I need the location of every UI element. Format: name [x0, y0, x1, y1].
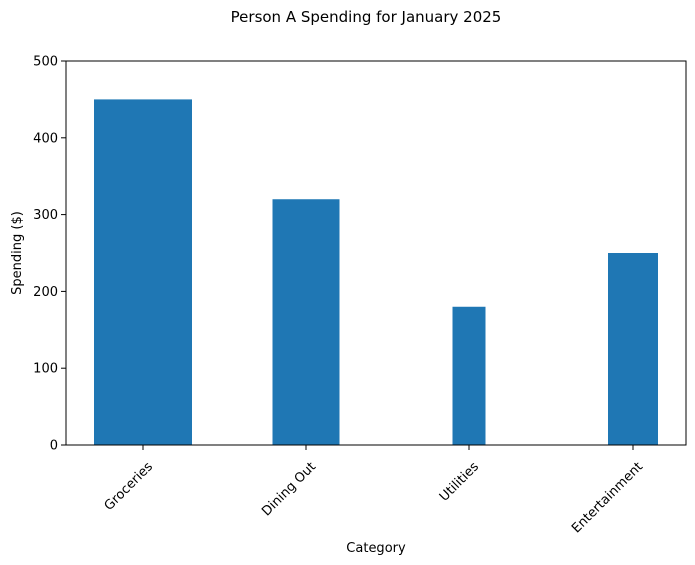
- y-tick-label: 500: [33, 55, 58, 70]
- x-axis-label: Category: [346, 541, 406, 556]
- y-axis: 0 100 200 300 400 500: [33, 55, 66, 454]
- y-tick-label: 0: [50, 439, 58, 454]
- bar-entertainment: [608, 253, 658, 445]
- y-tick-label: 200: [33, 285, 58, 300]
- plot-frame: [65, 60, 687, 446]
- y-tick-label: 400: [33, 131, 58, 146]
- bar-utilities: [452, 306, 486, 445]
- bars-group: [94, 99, 658, 446]
- y-tick-label: 100: [33, 362, 58, 377]
- x-tick-label: Utilities: [437, 459, 482, 504]
- y-axis-label: Spending ($): [10, 211, 25, 295]
- x-tick-label: Groceries: [102, 459, 157, 514]
- y-tick-label: 300: [33, 208, 58, 223]
- x-axis: Groceries Dining Out Utilities Entertainmen…: [102, 445, 646, 536]
- chart-title: Person A Spending for January 2025: [231, 8, 502, 26]
- x-tick-label: Dining Out: [259, 459, 319, 519]
- bar-groceries: [94, 99, 192, 446]
- x-tick-label: Entertainment: [569, 459, 646, 536]
- bar-dining-out: [272, 199, 340, 445]
